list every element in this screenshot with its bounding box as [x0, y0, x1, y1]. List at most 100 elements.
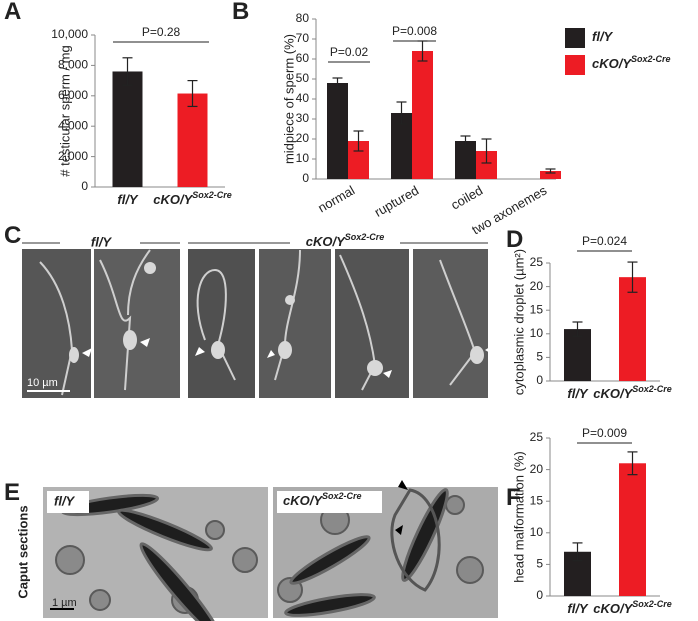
bar — [455, 141, 476, 179]
y-axis-label: cytoplasmic droplet (µm²) — [511, 249, 526, 395]
bar — [476, 151, 497, 179]
error-bar — [627, 261, 638, 293]
x-tick-label-text: fl/Y — [567, 386, 589, 401]
x-tick-label: fl/Y — [117, 192, 139, 207]
image-label: fl/Y — [54, 493, 76, 508]
y-tick-label: 0 — [302, 171, 309, 185]
legend-label: fl/Y — [592, 29, 614, 44]
y-tick-label: 60 — [296, 51, 310, 65]
x-tick-label-text: cKO/Y — [593, 386, 633, 401]
bar — [348, 141, 369, 179]
sem-images: 10 µm fl/Y cKO/YSox2-Cre — [22, 232, 493, 398]
error-bar — [122, 57, 133, 86]
y-tick-label: 6,000 — [58, 88, 88, 102]
panel-letter: C — [4, 222, 21, 249]
y-tick-label: 70 — [296, 31, 310, 45]
error-bar — [627, 451, 638, 476]
legend-label-text: cKO/Y — [592, 56, 632, 71]
bar — [177, 93, 208, 187]
error-bar — [572, 321, 583, 337]
y-tick-label: 50 — [296, 71, 310, 85]
y-tick-label: 10 — [530, 525, 544, 539]
image-label-sup: Sox2-Cre — [322, 491, 362, 501]
panel-letter: B — [232, 0, 249, 25]
error-bar — [545, 168, 556, 174]
group-label: cKO/YSox2-Cre — [306, 232, 385, 249]
error-bar — [396, 101, 407, 125]
y-axis-label: # testicular sperm / mg — [57, 45, 72, 177]
group-label: fl/Y — [91, 234, 113, 249]
y-tick-label: 20 — [530, 462, 544, 476]
group-label-text: cKO/Y — [306, 234, 346, 249]
y-tick-label: 10 — [296, 151, 310, 165]
image-label-text: cKO/Y — [283, 493, 323, 508]
x-tick-label-text: fl/Y — [567, 601, 589, 616]
x-tick-label: ruptured — [372, 183, 421, 220]
error-bar — [332, 77, 343, 89]
y-tick-label: 40 — [296, 91, 310, 105]
tem-images: 1 µm fl/Y cKO/YSox2-Cre Caput sections — [15, 480, 498, 621]
x-tick-label-sup: Sox2-Cre — [192, 190, 232, 200]
y-tick-label: 20 — [530, 279, 544, 293]
y-tick-label: 25 — [530, 430, 544, 444]
x-tick-label-text: cKO/Y — [593, 601, 633, 616]
panel-letter: E — [4, 479, 20, 506]
error-bar — [353, 130, 364, 152]
bar — [564, 329, 591, 381]
annotation: P=0.008 — [392, 24, 437, 38]
scale-bar-label: 10 µm — [27, 377, 58, 389]
y-tick-label: 5 — [536, 557, 543, 571]
legend-swatch — [565, 28, 585, 48]
y-tick-label: 80 — [296, 11, 310, 25]
bar — [391, 113, 412, 179]
bar — [327, 83, 348, 179]
y-tick-label: 5 — [536, 350, 543, 364]
y-tick-label: 20 — [296, 131, 310, 145]
annotation: P=0.009 — [582, 426, 627, 440]
group-label-sup: Sox2-Cre — [345, 232, 385, 242]
annotation: P=0.024 — [582, 234, 627, 248]
panel-letter: F — [506, 484, 521, 511]
scale-bar-label: 1 µm — [52, 597, 77, 609]
x-tick-label: fl/Y — [567, 601, 589, 616]
error-bar — [572, 542, 583, 562]
x-tick-label: cKO/YSox2-Cre — [593, 384, 672, 401]
annotation: P=0.28 — [142, 25, 181, 39]
x-tick-label: normal — [315, 183, 357, 216]
x-tick-label-sup: Sox2-Cre — [632, 384, 672, 394]
x-tick-label-text: cKO/Y — [153, 192, 193, 207]
x-tick-label: cKO/YSox2-Cre — [593, 599, 672, 616]
legend-label: cKO/YSox2-Cre — [592, 54, 671, 71]
panel-letter: D — [506, 226, 523, 253]
error-bar — [187, 79, 198, 108]
y-tick-label: 15 — [530, 302, 544, 316]
y-tick-label: 0 — [536, 373, 543, 387]
y-tick-label: 4,000 — [58, 118, 88, 132]
y-tick-label: 0 — [81, 179, 88, 193]
bar — [540, 171, 561, 179]
error-bar — [460, 135, 471, 147]
y-tick-label: 2,000 — [58, 149, 88, 163]
y-tick-label: 0 — [536, 588, 543, 602]
y-tick-label: 25 — [530, 255, 544, 269]
x-tick-label: fl/Y — [567, 386, 589, 401]
legend-label-sup: Sox2-Cre — [631, 54, 671, 64]
y-tick-label: 8,000 — [58, 58, 88, 72]
image-label: cKO/YSox2-Cre — [283, 491, 362, 508]
x-tick-label-text: fl/Y — [117, 192, 139, 207]
error-bar — [481, 138, 492, 164]
legend-swatch — [565, 55, 585, 75]
annotation: P=0.02 — [330, 45, 369, 59]
x-tick-label: cKO/YSox2-Cre — [153, 190, 232, 207]
y-tick-label: 10 — [530, 326, 544, 340]
bar — [112, 71, 143, 187]
y-tick-label: 10,000 — [51, 27, 88, 41]
bar — [412, 51, 433, 179]
panel-letter: A — [4, 0, 21, 25]
y-tick-label: 15 — [530, 493, 544, 507]
y-axis-label: midpiece of sperm (%) — [281, 34, 296, 164]
side-label: Caput sections — [15, 505, 30, 598]
x-tick-label-sup: Sox2-Cre — [632, 599, 672, 609]
legend-label-text: fl/Y — [592, 29, 614, 44]
